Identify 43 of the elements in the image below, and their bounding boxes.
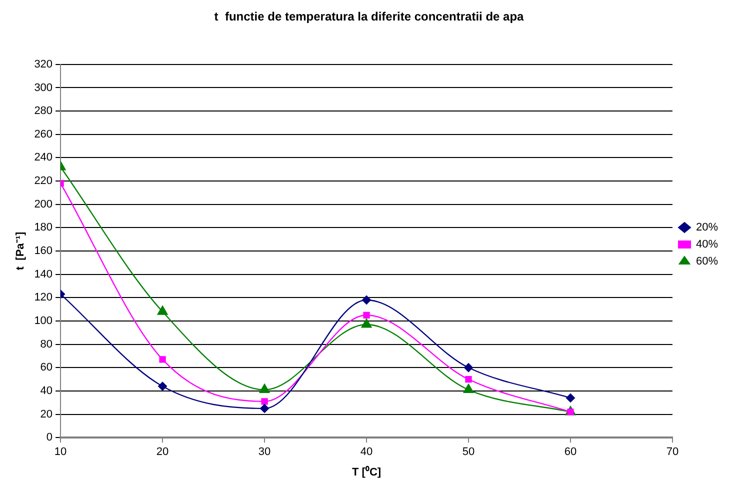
- y-tick-label: 0: [46, 432, 53, 444]
- chart-title: t functie de temperatura la diferite concentratii de apa: [214, 10, 524, 24]
- point: [259, 384, 270, 394]
- x-axis-title: T [⁰C]: [352, 465, 382, 478]
- point: [464, 363, 474, 372]
- x-tick-label: 70: [666, 446, 679, 458]
- legend-label: 40%: [696, 238, 718, 251]
- x-tick-label: 20: [156, 446, 169, 458]
- y-tick-label: 260: [34, 128, 53, 140]
- y-tick-label: 40: [40, 384, 53, 397]
- y-tick-label: 280: [34, 105, 53, 118]
- point: [363, 312, 370, 318]
- point: [361, 318, 372, 328]
- point: [159, 356, 166, 363]
- y-tick-label: 300: [34, 82, 53, 94]
- point: [260, 404, 270, 413]
- y-tick-label: 140: [34, 268, 53, 280]
- y-axis-title: t [Pa⁻¹]: [14, 232, 27, 270]
- x-tick-label: 30: [258, 446, 271, 458]
- point: [465, 376, 472, 383]
- point: [158, 382, 168, 391]
- y-tick-label: 60: [40, 362, 53, 374]
- point: [261, 398, 268, 405]
- y-tick-label: 100: [34, 315, 53, 328]
- y-tick-label: 120: [34, 292, 53, 304]
- y-tick-label: 80: [40, 338, 53, 350]
- y-tick-label: 220: [34, 175, 53, 188]
- point: [362, 295, 372, 304]
- point: [157, 306, 168, 315]
- y-tick-label: 240: [34, 152, 53, 164]
- y-tick-label: 320: [34, 58, 53, 70]
- y-tick-label: 20: [40, 408, 53, 420]
- y-tick-label: 200: [34, 198, 53, 210]
- x-tick-label: 50: [462, 446, 475, 458]
- x-tick-label: 40: [360, 446, 373, 458]
- x-tick-label: 60: [564, 446, 577, 458]
- y-tick-label: 180: [34, 222, 53, 234]
- y-tick-label: 160: [34, 245, 53, 258]
- point: [566, 393, 575, 402]
- point: [463, 384, 474, 394]
- legend-label: 20%: [696, 222, 718, 234]
- x-tick-label: 10: [54, 446, 67, 458]
- legend-label: 60%: [696, 256, 718, 268]
